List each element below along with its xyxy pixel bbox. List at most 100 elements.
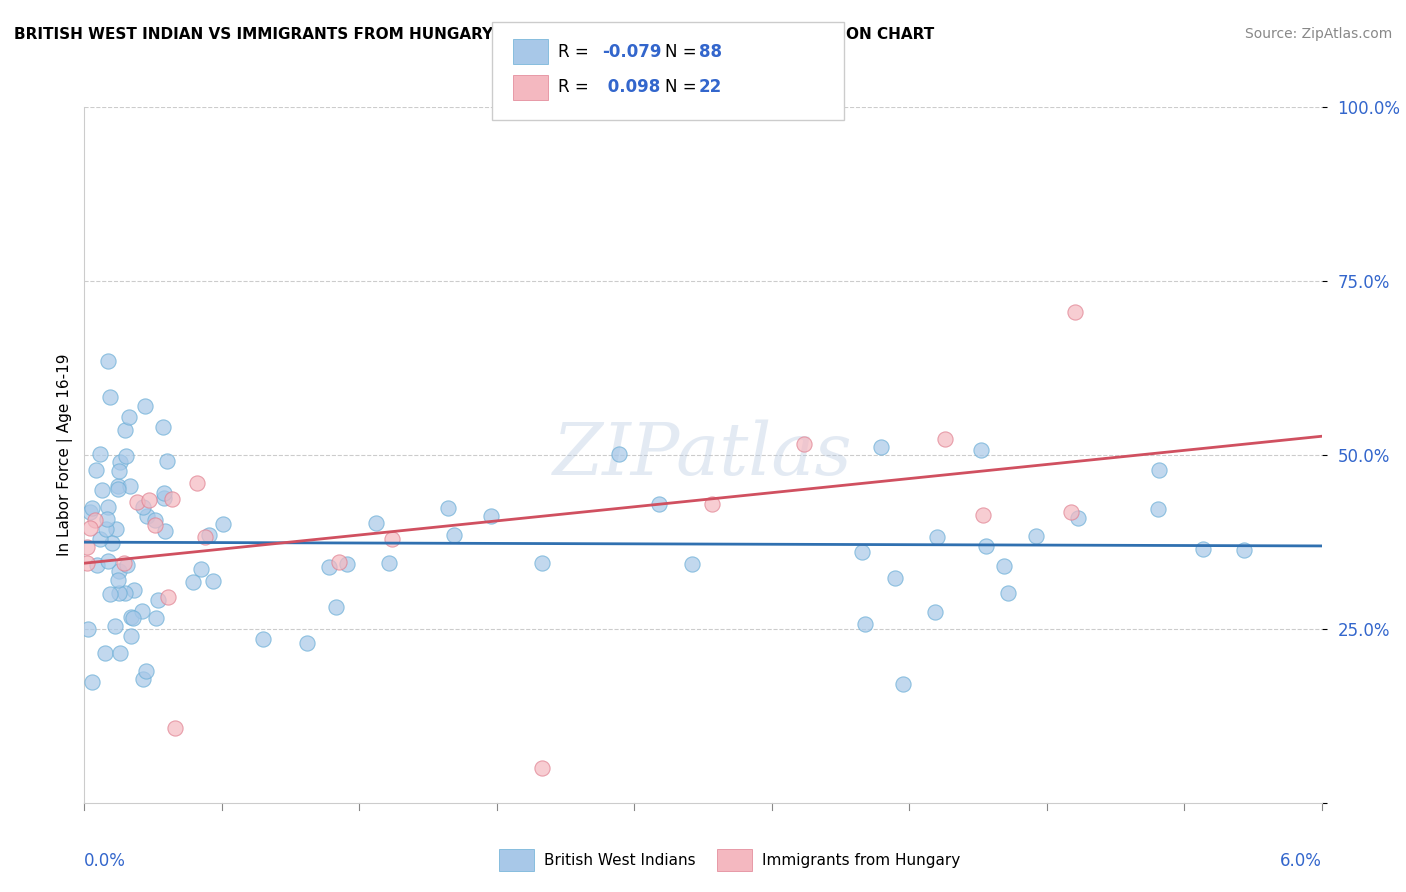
Point [80,674,103,689]
Point [1025,529,1047,543]
Point [117,409,139,424]
Point [132,673,155,687]
Point [479,508,502,523]
Point [793,437,815,451]
Point [107,585,129,599]
Point [972,508,994,522]
Point [295,635,318,649]
Point [107,482,129,496]
Y-axis label: In Labor Force | Age 16-19: In Labor Force | Age 16-19 [58,353,73,557]
Point [97,354,120,368]
Text: N =: N = [665,78,702,96]
Point [252,632,274,646]
Point [927,530,949,544]
Text: R =: R = [558,78,595,96]
Point [138,492,160,507]
Point [969,442,991,457]
Point [89,447,111,461]
Point [156,454,179,468]
Point [143,518,166,533]
Point [120,610,142,624]
Text: ZIPatlas: ZIPatlas [553,419,853,491]
Point [98,390,121,404]
Point [82,501,104,516]
Point [143,513,166,527]
Point [84,463,107,477]
Point [700,497,723,511]
Point [974,539,997,553]
Point [94,646,117,660]
Point [96,500,118,514]
Point [328,555,350,569]
Point [122,582,145,597]
Point [851,545,873,559]
Point [132,500,155,515]
Point [79,505,101,519]
Point [94,522,117,536]
Point [112,556,135,570]
Point [924,605,946,619]
Point [607,447,630,461]
Point [437,501,460,516]
Point [104,619,127,633]
Point [76,541,98,555]
Point [530,556,553,570]
Point [1147,502,1170,516]
Text: British West Indians: British West Indians [544,854,696,868]
Point [114,423,136,437]
Point [135,665,157,679]
Text: 0.0%: 0.0% [84,852,127,870]
Point [79,521,101,535]
Point [378,556,401,570]
Point [152,420,174,434]
Point [1060,505,1083,519]
Text: N =: N = [665,43,702,61]
Text: 88: 88 [699,43,721,61]
Point [108,565,131,579]
Point [98,587,121,601]
Point [107,465,129,479]
Point [443,528,465,542]
Point [84,513,107,527]
Point [318,559,340,574]
Point [1063,305,1085,319]
Text: BRITISH WEST INDIAN VS IMMIGRANTS FROM HUNGARY IN LABOR FORCE | AGE 16-19 CORREL: BRITISH WEST INDIAN VS IMMIGRANTS FROM H… [14,27,935,43]
Point [145,610,167,624]
Point [1147,463,1170,477]
Point [77,622,100,636]
Point [108,455,131,469]
Point [997,585,1019,599]
Point [97,554,120,568]
Point [134,399,156,413]
Text: Source: ZipAtlas.com: Source: ZipAtlas.com [1244,27,1392,41]
Point [120,630,142,644]
Point [853,617,876,632]
Point [366,516,388,530]
Point [190,562,212,576]
Point [131,604,153,618]
Text: 0.098: 0.098 [602,78,659,96]
Point [86,558,108,572]
Point [194,530,217,544]
Point [153,524,176,538]
Point [107,479,129,493]
Text: R =: R = [558,43,595,61]
Point [993,558,1015,573]
Point [202,574,225,589]
Point [186,475,208,490]
Point [181,574,204,589]
Point [1233,543,1256,558]
Text: 22: 22 [699,78,723,96]
Point [883,572,905,586]
Point [96,512,118,526]
Point [108,646,131,660]
Point [122,611,145,625]
Point [152,486,174,500]
Text: -0.079: -0.079 [602,43,661,61]
Point [198,528,221,542]
Point [135,508,157,523]
Text: 6.0%: 6.0% [1279,852,1322,870]
Point [869,440,891,454]
Point [76,557,98,571]
Point [146,593,169,607]
